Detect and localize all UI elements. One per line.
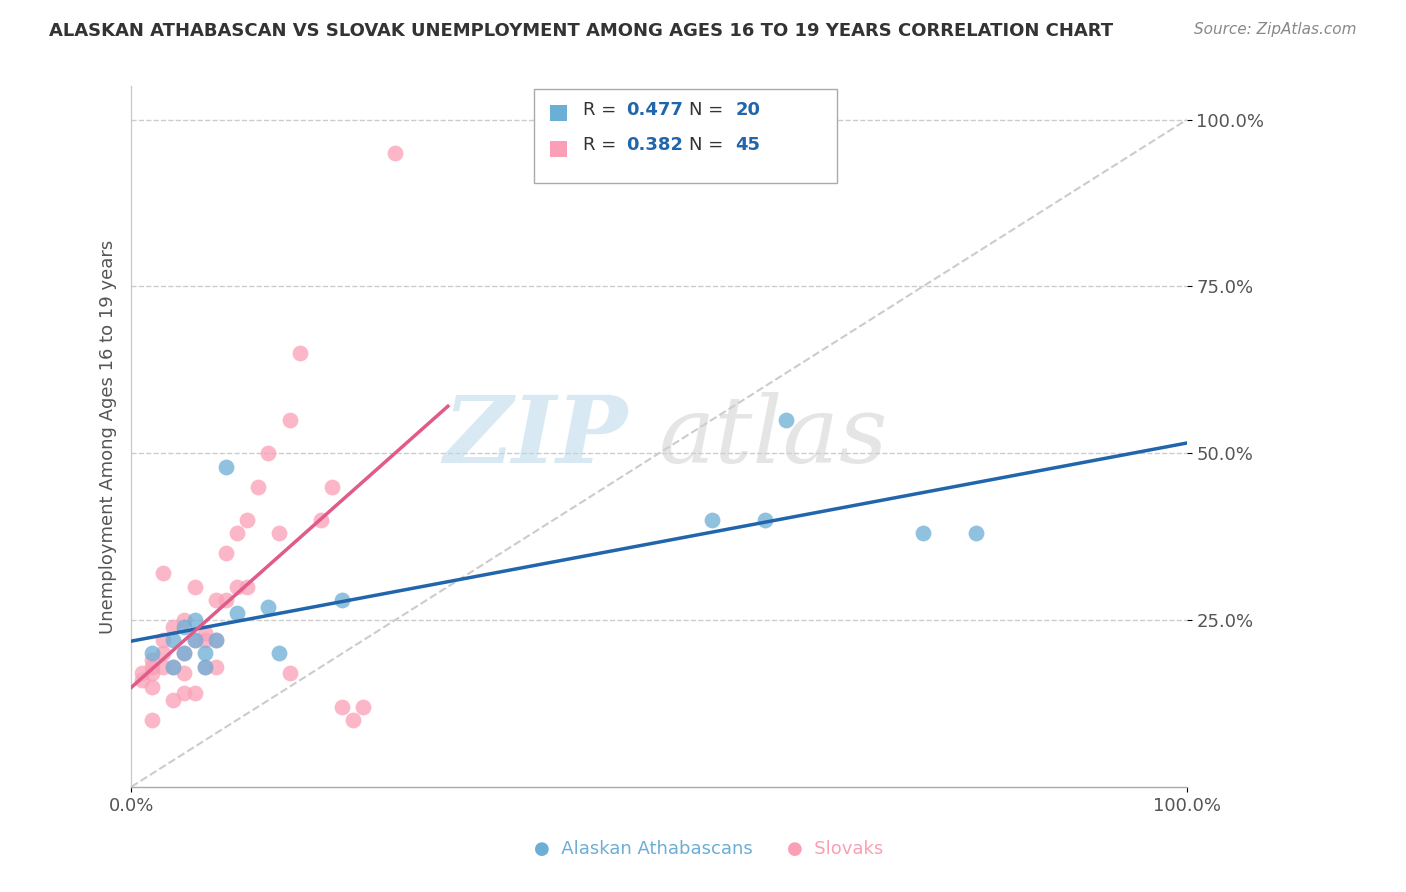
- Point: [152, 647, 174, 661]
- Point: [131, 673, 153, 687]
- Text: Source: ZipAtlas.com: Source: ZipAtlas.com: [1194, 22, 1357, 37]
- Point: [278, 413, 301, 427]
- Point: [173, 613, 195, 627]
- Point: [173, 620, 195, 634]
- Point: [141, 659, 163, 673]
- Point: [141, 680, 163, 694]
- Point: [141, 653, 163, 667]
- Point: [236, 580, 259, 594]
- Point: [321, 480, 343, 494]
- Point: [183, 580, 205, 594]
- Point: [141, 647, 163, 661]
- Point: [194, 647, 217, 661]
- Point: [225, 607, 247, 621]
- Point: [173, 686, 195, 700]
- Point: [267, 647, 290, 661]
- Point: [194, 626, 217, 640]
- Point: [194, 633, 217, 648]
- Point: [173, 647, 195, 661]
- Point: [215, 459, 238, 474]
- Text: R =: R =: [583, 101, 623, 119]
- Point: [246, 480, 269, 494]
- Point: [215, 546, 238, 560]
- Text: 20: 20: [735, 101, 761, 119]
- Point: [194, 659, 217, 673]
- Point: [775, 413, 797, 427]
- Point: [384, 146, 406, 161]
- Point: [162, 633, 184, 648]
- Point: [173, 647, 195, 661]
- Text: ●  Slovaks: ● Slovaks: [787, 840, 883, 858]
- Point: [225, 580, 247, 594]
- Point: [215, 593, 238, 607]
- Point: [353, 699, 375, 714]
- Point: [330, 699, 353, 714]
- Text: atlas: atlas: [659, 392, 889, 482]
- Point: [141, 713, 163, 727]
- Text: ALASKAN ATHABASCAN VS SLOVAK UNEMPLOYMENT AMONG AGES 16 TO 19 YEARS CORRELATION : ALASKAN ATHABASCAN VS SLOVAK UNEMPLOYMEN…: [49, 22, 1114, 40]
- Point: [183, 686, 205, 700]
- Text: 45: 45: [735, 136, 761, 154]
- Point: [152, 659, 174, 673]
- Point: [911, 526, 934, 541]
- Point: [162, 659, 184, 673]
- Point: [152, 633, 174, 648]
- Point: [152, 566, 174, 581]
- Point: [162, 693, 184, 707]
- Point: [330, 593, 353, 607]
- Point: [162, 620, 184, 634]
- Point: [173, 666, 195, 681]
- Point: [965, 526, 987, 541]
- Point: [204, 593, 226, 607]
- Text: 0.382: 0.382: [626, 136, 683, 154]
- Point: [257, 446, 280, 460]
- Text: N =: N =: [689, 136, 728, 154]
- Point: [131, 666, 153, 681]
- Text: N =: N =: [689, 101, 728, 119]
- Point: [267, 526, 290, 541]
- Point: [236, 513, 259, 527]
- Point: [183, 613, 205, 627]
- Point: [225, 526, 247, 541]
- Point: [278, 666, 301, 681]
- Point: [204, 659, 226, 673]
- Point: [204, 633, 226, 648]
- Point: [183, 633, 205, 648]
- Point: [309, 513, 332, 527]
- Point: [162, 659, 184, 673]
- Point: [194, 659, 217, 673]
- Text: 0.477: 0.477: [626, 101, 682, 119]
- Point: [288, 346, 311, 360]
- Point: [183, 633, 205, 648]
- Point: [700, 513, 723, 527]
- Point: [141, 666, 163, 681]
- Text: ZIP: ZIP: [443, 392, 627, 482]
- Y-axis label: Unemployment Among Ages 16 to 19 years: Unemployment Among Ages 16 to 19 years: [100, 239, 117, 633]
- Point: [342, 713, 364, 727]
- Text: R =: R =: [583, 136, 623, 154]
- Point: [204, 633, 226, 648]
- Text: ●  Alaskan Athabascans: ● Alaskan Athabascans: [534, 840, 754, 858]
- Point: [754, 513, 776, 527]
- Point: [257, 599, 280, 614]
